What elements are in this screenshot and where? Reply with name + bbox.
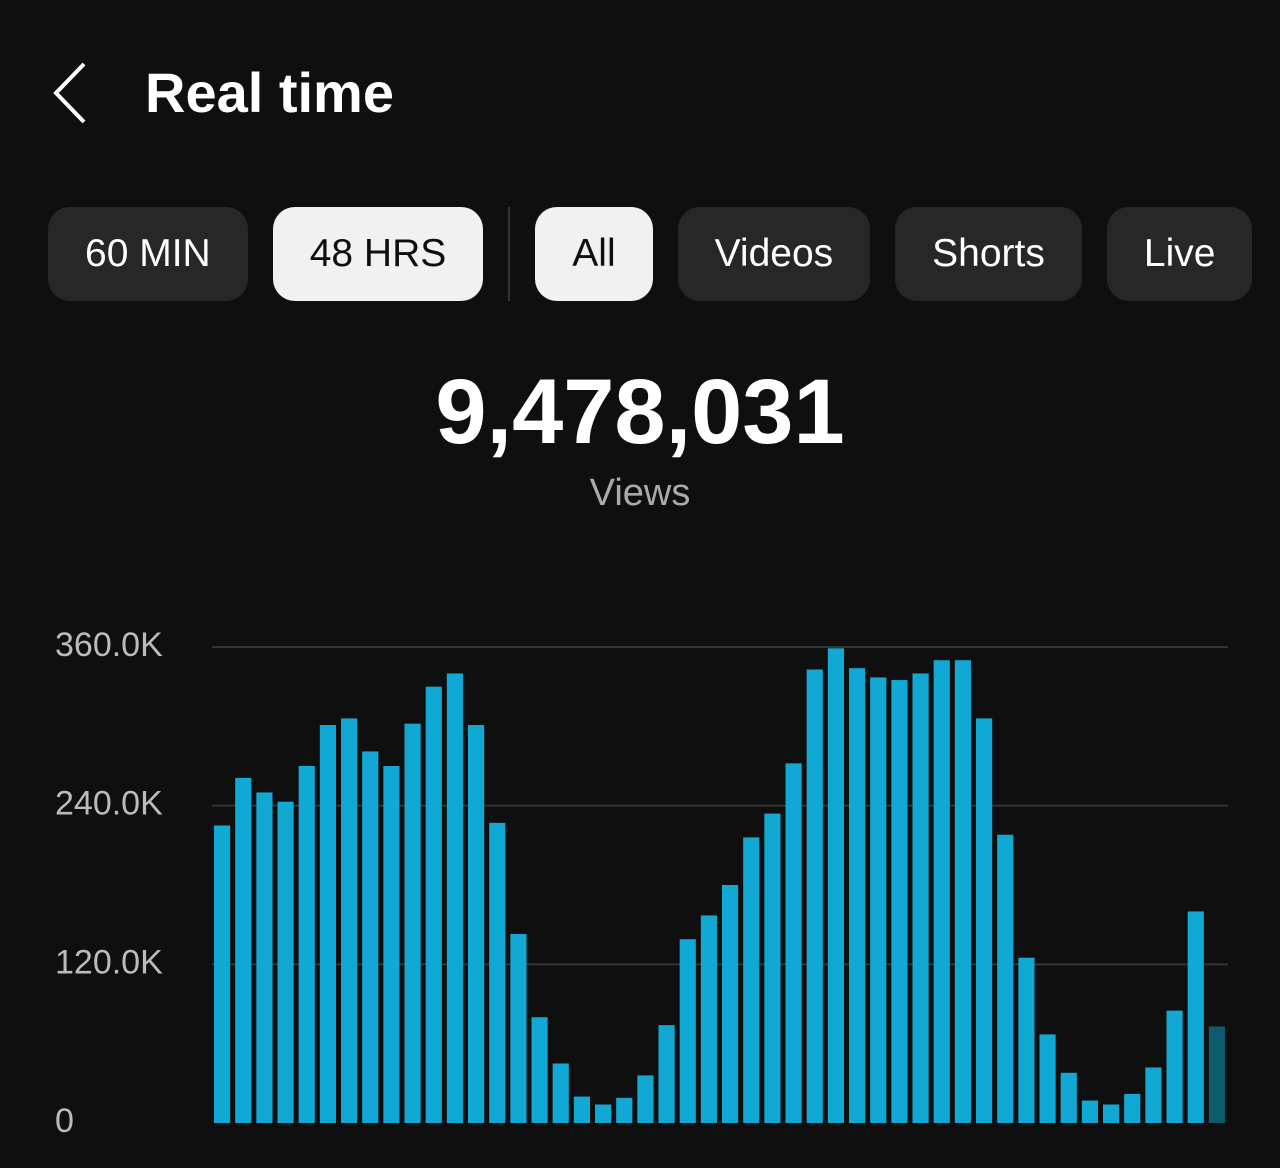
bar xyxy=(870,677,887,1123)
bar xyxy=(573,1096,590,1123)
back-button[interactable] xyxy=(48,60,92,126)
bar xyxy=(700,915,717,1123)
y-tick-label: 240.0K xyxy=(55,785,163,823)
bar xyxy=(1187,911,1204,1123)
bar xyxy=(446,673,463,1123)
filter-chip[interactable]: Live xyxy=(1106,207,1253,301)
bar xyxy=(722,885,739,1123)
bar xyxy=(489,822,506,1123)
bar xyxy=(637,1075,654,1123)
filter-chip[interactable]: 48 HRS xyxy=(272,207,484,301)
bar xyxy=(298,766,315,1123)
bar xyxy=(1145,1067,1162,1123)
bar xyxy=(1081,1100,1098,1123)
filter-chip[interactable]: Shorts xyxy=(895,207,1082,301)
bar xyxy=(341,718,358,1123)
bar xyxy=(806,669,823,1123)
bar xyxy=(827,648,844,1123)
divider xyxy=(508,207,511,301)
bar xyxy=(785,763,802,1123)
bar xyxy=(214,825,231,1123)
bar xyxy=(1208,1026,1225,1123)
bar xyxy=(552,1063,569,1123)
y-tick-label: 0 xyxy=(55,1102,74,1140)
bar xyxy=(764,813,781,1123)
y-tick-label: 360.0K xyxy=(55,626,163,664)
bar xyxy=(1124,1093,1141,1123)
bar xyxy=(404,723,421,1123)
bar xyxy=(743,837,760,1123)
filter-chip[interactable]: Videos xyxy=(677,207,871,301)
bar xyxy=(1166,1010,1183,1123)
bar xyxy=(658,1025,675,1123)
bar xyxy=(1060,1072,1077,1123)
filter-chip[interactable]: 60 MIN xyxy=(48,207,248,301)
bar xyxy=(277,801,294,1123)
bar xyxy=(912,673,929,1123)
bar xyxy=(362,751,379,1123)
bar xyxy=(849,668,866,1123)
y-tick-label: 120.0K xyxy=(55,943,163,981)
bar xyxy=(256,792,273,1123)
bar xyxy=(891,680,908,1123)
page-title: Real time xyxy=(145,61,394,124)
filter-bar: 60 MIN 48 HRS All Videos Shorts Live xyxy=(48,207,1253,301)
bar xyxy=(468,725,485,1123)
bar xyxy=(595,1104,612,1123)
filter-chip[interactable]: All xyxy=(535,207,653,301)
bar xyxy=(319,725,336,1123)
total-views: 9,478,031 xyxy=(435,361,845,463)
bar xyxy=(383,766,400,1123)
bar xyxy=(933,660,950,1123)
bar xyxy=(235,777,252,1123)
bar xyxy=(976,718,993,1123)
bar xyxy=(1103,1104,1120,1123)
bar xyxy=(1039,1034,1056,1123)
views-label: Views xyxy=(589,472,691,514)
bar xyxy=(531,1017,548,1123)
bar xyxy=(997,834,1014,1123)
bar xyxy=(1018,957,1035,1123)
bar xyxy=(616,1097,633,1123)
bar xyxy=(425,686,442,1123)
bar xyxy=(510,933,527,1123)
bar xyxy=(954,660,971,1123)
bar xyxy=(679,939,696,1123)
